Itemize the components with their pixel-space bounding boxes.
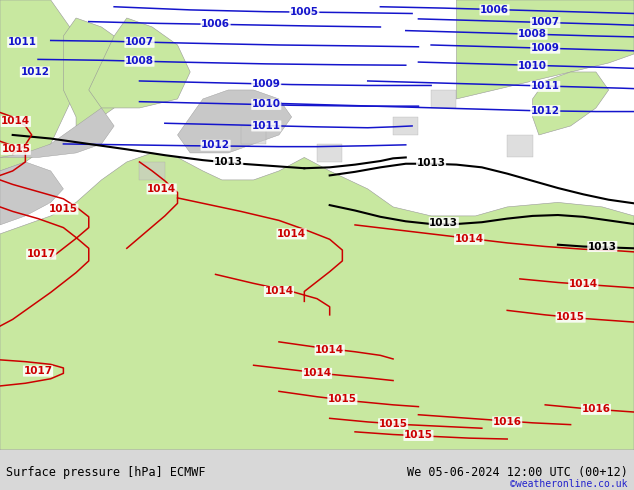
Text: 1013: 1013 bbox=[417, 158, 446, 168]
Text: 1005: 1005 bbox=[290, 7, 319, 17]
Text: 1013: 1013 bbox=[588, 242, 617, 251]
Text: 1017: 1017 bbox=[27, 249, 56, 259]
Polygon shape bbox=[89, 18, 190, 108]
Text: 1012: 1012 bbox=[20, 67, 49, 77]
Text: 1008: 1008 bbox=[125, 56, 154, 66]
Text: ©weatheronline.co.uk: ©weatheronline.co.uk bbox=[510, 479, 628, 489]
Text: 1012: 1012 bbox=[531, 106, 560, 116]
Polygon shape bbox=[0, 0, 89, 171]
Text: 1014: 1014 bbox=[569, 279, 598, 289]
Polygon shape bbox=[178, 90, 292, 153]
Text: 1006: 1006 bbox=[480, 5, 509, 15]
Polygon shape bbox=[533, 72, 609, 135]
Text: 1011: 1011 bbox=[8, 37, 37, 47]
Text: 1009: 1009 bbox=[531, 43, 560, 53]
Text: Surface pressure [hPa] ECMWF: Surface pressure [hPa] ECMWF bbox=[6, 466, 206, 479]
Text: 1014: 1014 bbox=[1, 117, 30, 126]
Text: 1015: 1015 bbox=[49, 204, 78, 214]
Text: 1010: 1010 bbox=[518, 61, 547, 71]
Text: 1014: 1014 bbox=[147, 184, 176, 194]
Polygon shape bbox=[393, 117, 418, 135]
Polygon shape bbox=[241, 126, 266, 144]
Text: We 05-06-2024 12:00 UTC (00+12): We 05-06-2024 12:00 UTC (00+12) bbox=[407, 466, 628, 479]
Text: 1011: 1011 bbox=[252, 121, 281, 131]
Text: 1007: 1007 bbox=[125, 37, 154, 47]
Text: 1007: 1007 bbox=[531, 18, 560, 27]
Text: 1015: 1015 bbox=[404, 430, 433, 441]
Polygon shape bbox=[0, 108, 114, 157]
Polygon shape bbox=[431, 90, 456, 108]
Polygon shape bbox=[317, 144, 342, 162]
Text: 1015: 1015 bbox=[1, 145, 30, 154]
Polygon shape bbox=[0, 153, 634, 450]
Text: 1017: 1017 bbox=[23, 366, 53, 376]
Polygon shape bbox=[0, 162, 63, 225]
Text: 1016: 1016 bbox=[493, 417, 522, 427]
Text: 1014: 1014 bbox=[315, 345, 344, 355]
Polygon shape bbox=[139, 162, 165, 180]
Text: 1014: 1014 bbox=[455, 234, 484, 245]
Polygon shape bbox=[456, 0, 634, 99]
Text: 1014: 1014 bbox=[277, 229, 306, 239]
Text: 1012: 1012 bbox=[201, 140, 230, 150]
Text: 1010: 1010 bbox=[252, 99, 281, 109]
Polygon shape bbox=[507, 135, 533, 157]
Text: 1015: 1015 bbox=[328, 394, 357, 404]
Text: 1015: 1015 bbox=[556, 312, 585, 322]
Text: 1008: 1008 bbox=[518, 29, 547, 39]
Text: 1011: 1011 bbox=[531, 81, 560, 91]
Text: 1009: 1009 bbox=[252, 79, 281, 89]
Polygon shape bbox=[63, 18, 139, 126]
Text: 1014: 1014 bbox=[302, 368, 332, 378]
Text: 1015: 1015 bbox=[378, 419, 408, 429]
Text: 1006: 1006 bbox=[201, 19, 230, 29]
Text: 1016: 1016 bbox=[581, 404, 611, 415]
Text: 1013: 1013 bbox=[429, 218, 458, 228]
Text: 1013: 1013 bbox=[214, 157, 243, 167]
Text: 1014: 1014 bbox=[264, 287, 294, 296]
